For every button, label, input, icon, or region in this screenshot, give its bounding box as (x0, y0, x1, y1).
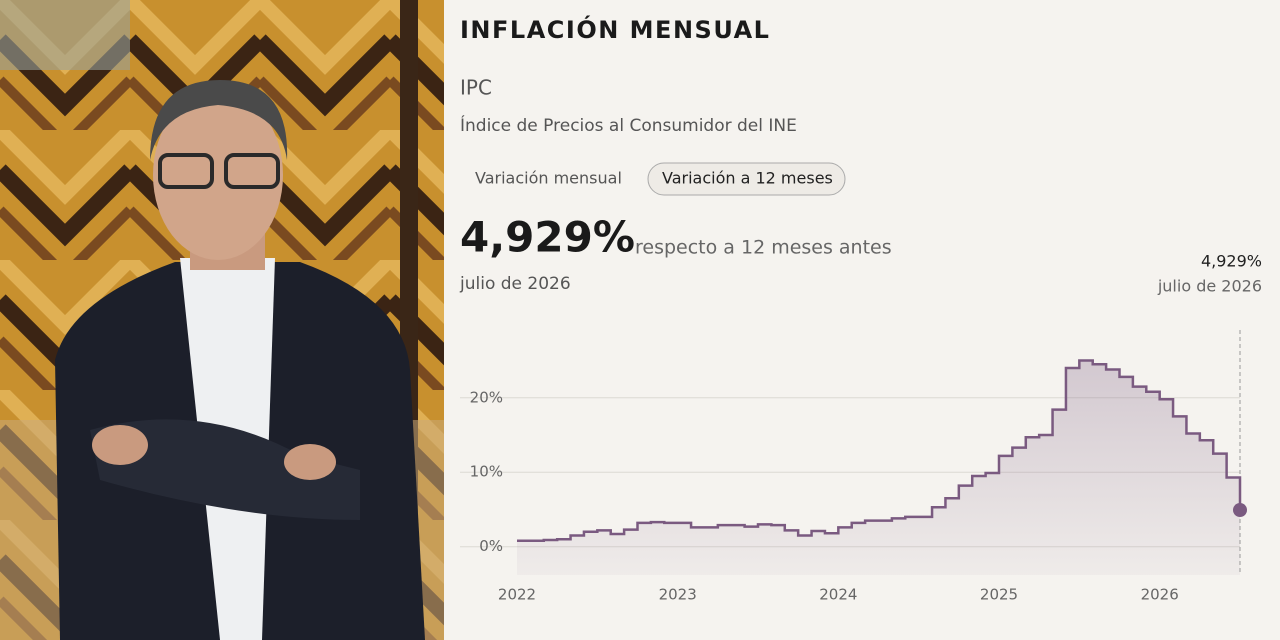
tab-selected-background[interactable] (647, 162, 846, 196)
tab[interactable]: Variación mensual (475, 169, 622, 188)
area (517, 360, 1240, 575)
y-tick-label: 20% (470, 388, 503, 406)
line (517, 359, 1242, 542)
headline-caption: respecto a 12 meses antes (635, 237, 892, 259)
photo-glasses (158, 153, 214, 189)
y-tick-label: 0% (479, 537, 503, 555)
x-tick-label: 2025 (980, 586, 1018, 604)
tooltip-value: 4,929% (1201, 252, 1262, 271)
tooltip-date: julio de 2026 (1157, 277, 1262, 296)
index-name: IPC (460, 76, 492, 100)
title: INFLACIÓN MENSUAL (460, 14, 770, 44)
last-point (1233, 502, 1247, 517)
subtitle: Índice de Precios al Consumidor del INE (460, 114, 797, 136)
photo-hair (150, 80, 288, 160)
x-tick-label: 2022 (498, 586, 536, 604)
x-tick-label: 2023 (659, 586, 697, 604)
photo-face (153, 90, 283, 260)
photo-hand (92, 425, 148, 465)
headline-date: julio de 2026 (459, 274, 571, 294)
tab-selected[interactable]: Variación a 12 meses (662, 169, 833, 188)
photo (0, 0, 444, 640)
photo-hand (284, 444, 336, 480)
photo-arms (90, 419, 360, 520)
y-tick-label: 10% (470, 463, 503, 481)
x-tick-label: 2026 (1141, 586, 1179, 604)
photo-glasses (224, 153, 280, 189)
headline-value: 4,929% (460, 213, 635, 262)
x-tick-label: 2024 (819, 586, 857, 604)
photo-window (0, 0, 130, 70)
